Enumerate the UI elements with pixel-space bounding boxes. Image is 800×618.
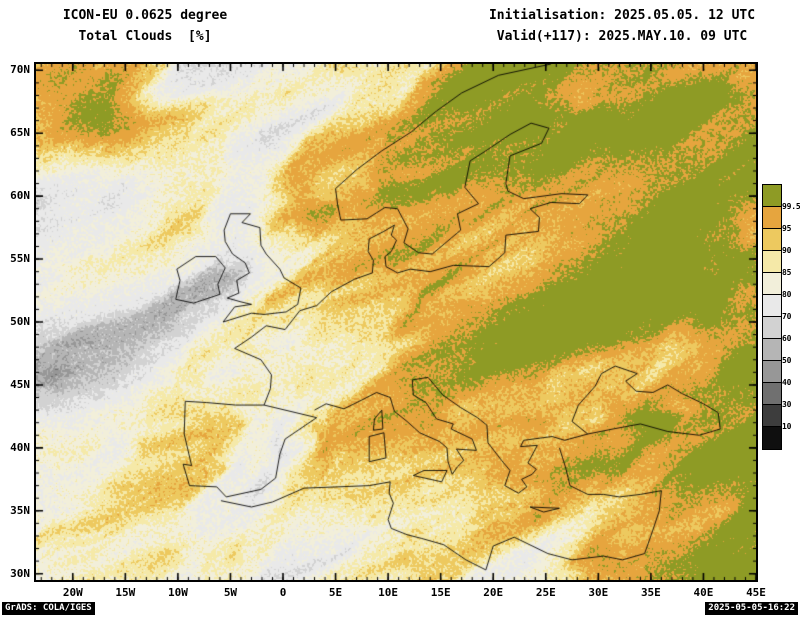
lat-tick-label: 70N [10,63,30,77]
lon-tick-label: 10E [378,586,399,599]
lon-tick-label: 45E [746,586,766,599]
lon-tick-label: 25E [535,586,556,599]
lon-tick-label: 20E [483,586,504,599]
lon-tick-label: 20W [62,586,83,599]
colorbar-segment [763,339,781,361]
model-title: ICON-EU 0.0625 degree [62,8,228,23]
colorbar [762,184,782,450]
lon-tick-label: 15W [115,586,136,599]
header-right: Initialisation: 2025.05.05. 12 UTC Valid… [482,5,762,47]
colorbar-segment [763,229,781,251]
grads-credit-stamp: GrADS: COLA/IGES [2,602,95,615]
lon-tick-label: 30E [588,586,609,599]
lat-tick-label: 50N [10,315,30,328]
lon-tick-label: 10W [167,586,188,599]
lon-tick-label: 0 [279,586,287,599]
lat-tick-label: 30N [10,566,30,580]
creation-timestamp-stamp: 2025-05-05-16:22 [705,602,798,615]
colorbar-tick-label: 99.5 [782,202,800,211]
colorbar-segment [763,361,781,383]
colorbar-segment [763,207,781,229]
variable-title: Total Clouds [%] [78,29,212,44]
colorbar-segment [763,273,781,295]
colorbar-segment [763,427,781,449]
colorbar-segment [763,185,781,207]
colorbar-tick-label: 70 [782,312,792,321]
valid-time: Valid(+117): 2025.MAY.10. 09 UTC [496,29,748,44]
colorbar-tick-label: 95 [782,224,792,233]
colorbar-tick-label: 90 [782,246,792,255]
lat-tick-label: 60N [10,189,30,203]
colorbar-segment [763,251,781,273]
lat-tick-label: 35N [10,503,30,517]
cloud-cover-map-canvas [36,64,756,580]
lat-tick-label: 40N [10,440,30,454]
colorbar-segment [763,295,781,317]
colorbar-segment [763,317,781,339]
lat-tick-label: 55N [10,252,30,266]
colorbar-tick-label: 85 [782,268,792,277]
colorbar-tick-label: 40 [782,378,792,387]
map-area [34,62,758,582]
lat-tick-label: 45N [10,377,30,391]
init-time: Initialisation: 2025.05.05. 12 UTC [488,8,756,23]
lon-tick-label: 5E [328,586,343,599]
colorbar-segment [763,405,781,427]
colorbar-tick-label: 60 [782,334,792,343]
colorbar-tick-label: 50 [782,356,792,365]
colorbar-tick-label: 80 [782,290,792,299]
lon-tick-label: 5W [223,586,238,599]
colorbar-tick-label: 30 [782,400,792,409]
lat-tick-label: 65N [10,126,30,140]
colorbar-segment [763,383,781,405]
header-left: ICON-EU 0.0625 degree Total Clouds [%] [36,5,254,47]
lon-tick-label: 35E [640,586,661,599]
lon-tick-label: 15E [430,586,451,599]
colorbar-tick-label: 10 [782,422,792,431]
lon-tick-label: 40E [693,586,714,599]
